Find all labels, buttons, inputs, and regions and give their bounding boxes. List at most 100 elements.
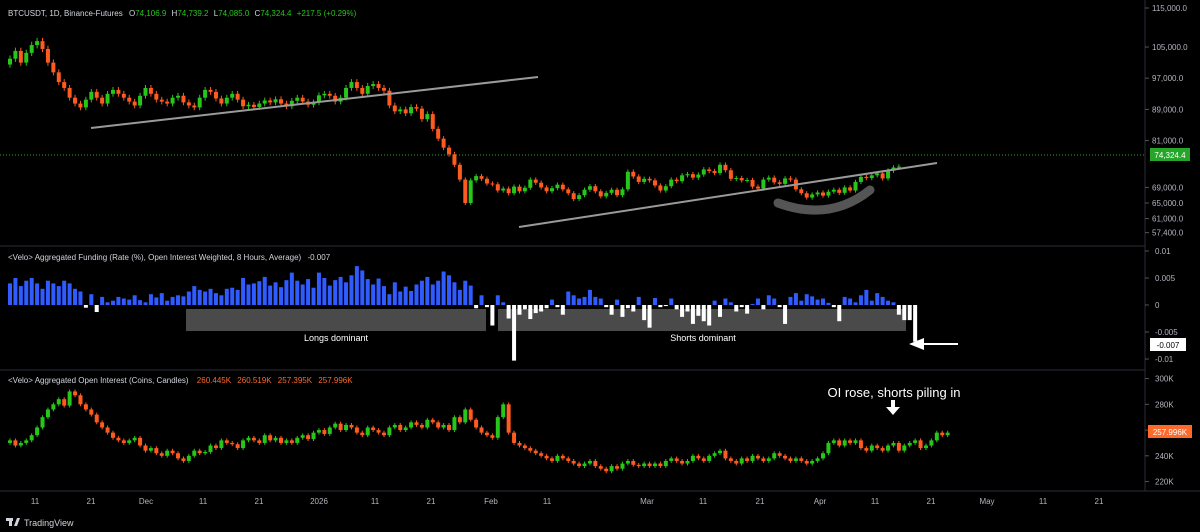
price-candle [680, 175, 685, 182]
price-candle [571, 193, 576, 200]
funding-bar [392, 282, 397, 305]
oi-candle [327, 427, 332, 434]
price-candle [544, 187, 549, 192]
funding-bar [241, 278, 246, 305]
price-candle [593, 186, 598, 192]
oi-candle [322, 430, 327, 434]
price-candle [78, 103, 83, 108]
price-candle [555, 184, 560, 189]
funding-bar [544, 305, 549, 309]
oi-candle [392, 424, 397, 428]
oi-candle [902, 445, 907, 451]
price-candle [484, 178, 489, 184]
price-candle [430, 114, 435, 129]
x-tick-label: Apr [814, 497, 827, 506]
oi-candle [251, 437, 256, 441]
oi-candle [208, 445, 213, 452]
oi-candle [83, 404, 88, 410]
price-candle [289, 100, 294, 107]
oi-candle [105, 427, 110, 433]
oi-candle [495, 417, 500, 438]
price-candle [213, 91, 218, 99]
price-candle [718, 164, 723, 173]
price-candle [230, 93, 235, 98]
funding-bar [842, 296, 847, 305]
oi-open: 260.445K [197, 376, 232, 385]
funding-bar [100, 296, 105, 305]
oi-candle [344, 424, 349, 431]
oi-candle [663, 460, 668, 467]
oi-candle [522, 445, 527, 449]
price-candle [842, 187, 847, 193]
funding-bar [8, 283, 12, 305]
price-tick-label: 115,000.0 [1152, 4, 1188, 13]
price-tick-label: 81,000.0 [1152, 137, 1184, 146]
price-candle [414, 107, 419, 109]
x-tick-label: 2026 [310, 497, 328, 506]
funding-bar [593, 296, 598, 305]
shorts-dominant-label: Shorts dominant [670, 333, 736, 343]
oi-candle [387, 427, 392, 436]
oi-candle [349, 424, 354, 428]
oi-low: 257.395K [278, 376, 313, 385]
funding-bar [338, 276, 343, 305]
oi-candle [100, 422, 105, 428]
oi-candle [918, 440, 923, 449]
funding-bar [251, 283, 256, 305]
price-candle [425, 114, 430, 120]
funding-bar [197, 289, 202, 305]
funding-bar [913, 305, 918, 342]
x-tick-label: 11 [871, 497, 880, 506]
oi-candle [788, 458, 793, 461]
funding-bar [349, 275, 354, 305]
price-candle [810, 194, 815, 198]
price-candle [51, 62, 56, 73]
funding-bar [821, 298, 825, 305]
funding-bar [701, 305, 706, 322]
price-candle [67, 87, 72, 98]
oi-candle [642, 463, 647, 467]
funding-bar [35, 283, 40, 305]
oi-candle [18, 442, 23, 446]
funding-bar [316, 272, 321, 305]
x-tick-label: 11 [371, 497, 380, 506]
price-candle [598, 191, 603, 197]
funding-bar [224, 288, 229, 305]
funding-bar [273, 282, 278, 305]
funding-bar [707, 305, 712, 326]
funding-bar [208, 288, 213, 305]
oi-candle [869, 445, 874, 451]
price-candle [219, 98, 224, 104]
price-candle [419, 108, 424, 120]
oi-tick-label: 300K [1155, 375, 1174, 384]
oi-candle [78, 395, 83, 405]
price-candle [403, 109, 408, 114]
price-candle [257, 103, 262, 108]
price-candle [625, 171, 630, 190]
price-candle [566, 189, 571, 194]
oi-candle [354, 427, 359, 433]
oi-candle [777, 453, 782, 456]
oi-tick-label: 240K [1155, 452, 1174, 461]
oi-candle [544, 455, 549, 459]
oi-candle [371, 427, 376, 431]
price-candle [45, 48, 50, 63]
price-candle [18, 50, 23, 63]
oi-candle [945, 432, 950, 436]
oi-candle [517, 442, 522, 446]
oi-candle [555, 455, 560, 461]
funding-bar [864, 289, 869, 305]
oi-candle [29, 435, 34, 441]
funding-bar [230, 287, 235, 305]
funding-bar [398, 291, 403, 305]
funding-bar [582, 296, 587, 305]
oi-candle [213, 445, 218, 449]
funding-bar [609, 305, 614, 315]
oi-candle [132, 437, 137, 441]
oi-candle [864, 448, 869, 451]
funding-tick-label: 0.01 [1155, 247, 1171, 256]
oi-candle [631, 460, 636, 465]
oi-candle [739, 458, 744, 464]
funding-bar [642, 305, 647, 321]
funding-bar [170, 296, 175, 305]
